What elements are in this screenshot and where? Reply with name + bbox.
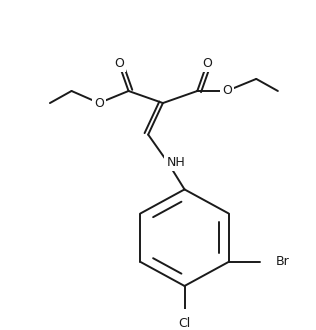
Text: Cl: Cl xyxy=(179,316,191,330)
Text: Br: Br xyxy=(276,255,290,268)
Text: O: O xyxy=(202,57,212,70)
Text: O: O xyxy=(114,57,124,70)
Text: O: O xyxy=(222,84,232,97)
Text: NH: NH xyxy=(166,156,185,169)
Text: O: O xyxy=(94,97,104,110)
